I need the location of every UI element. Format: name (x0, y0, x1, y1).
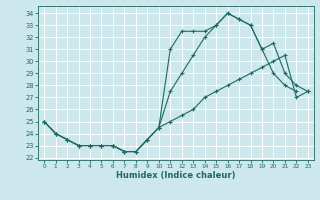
X-axis label: Humidex (Indice chaleur): Humidex (Indice chaleur) (116, 171, 236, 180)
